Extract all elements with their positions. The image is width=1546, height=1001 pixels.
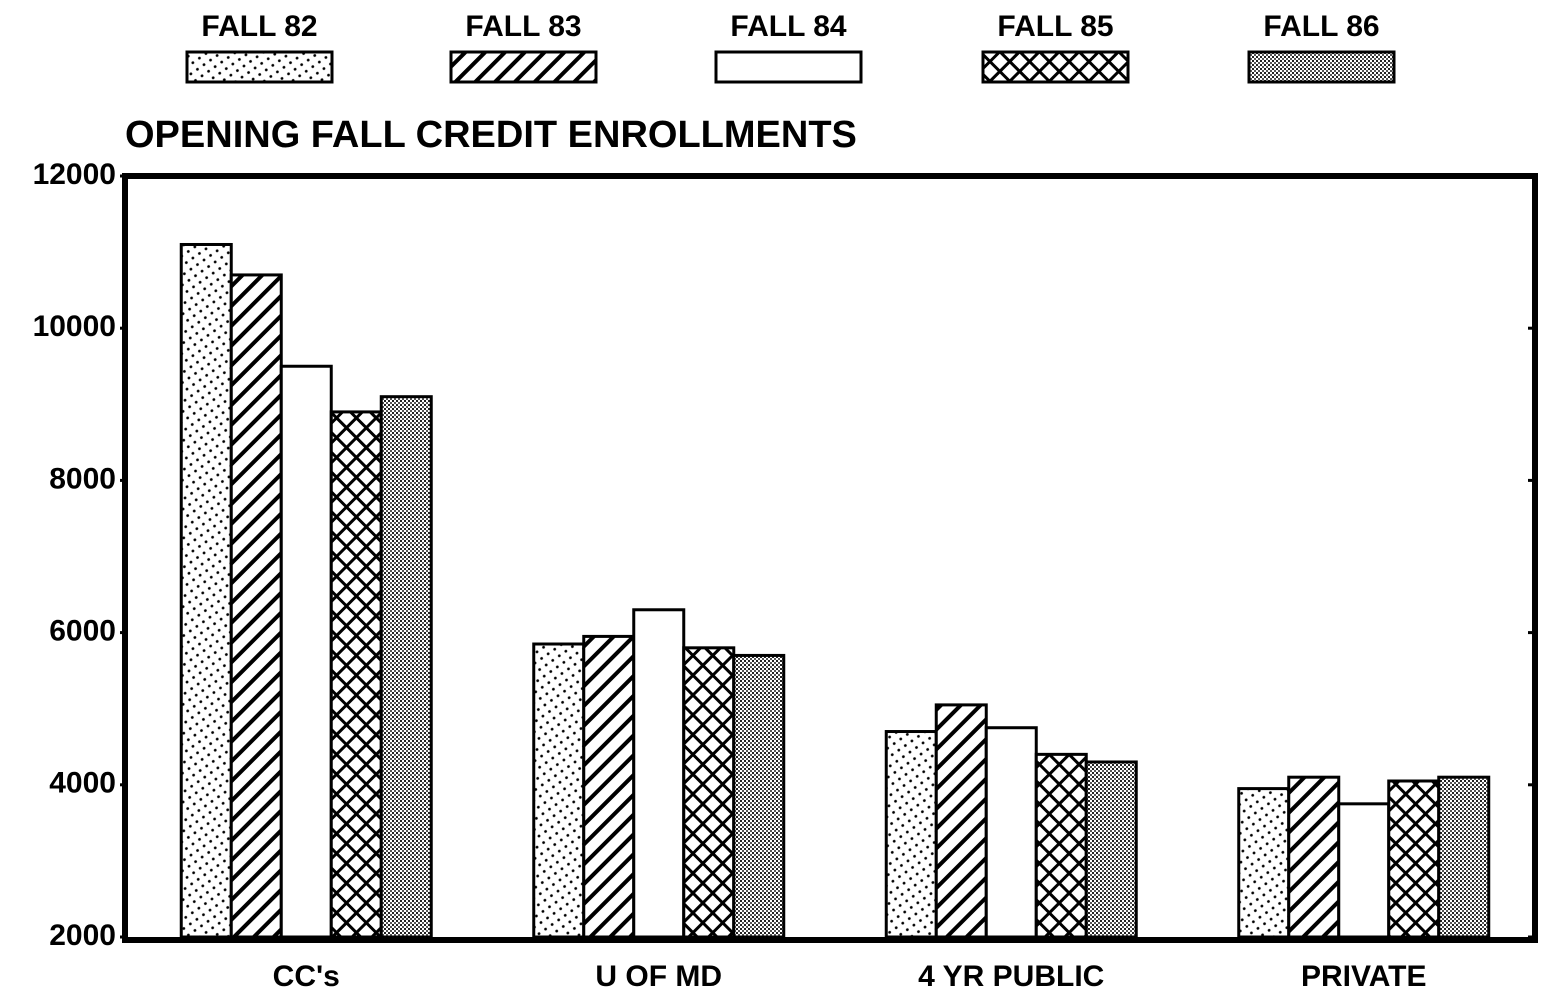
y-tick-label: 2000 — [49, 919, 116, 952]
bar — [1034, 752, 1088, 939]
bar — [1337, 802, 1391, 939]
x-tick-label: U OF MD — [595, 960, 722, 993]
bar — [884, 730, 938, 939]
legend-swatch — [981, 50, 1130, 84]
bar — [1084, 760, 1138, 939]
chart-title: OPENING FALL CREDIT ENROLLMENTS — [125, 114, 857, 156]
bar — [582, 634, 636, 939]
x-tick-label: PRIVATE — [1301, 960, 1427, 993]
bar — [379, 395, 433, 939]
legend-swatch — [185, 50, 334, 84]
x-tick-label: 4 YR PUBLIC — [918, 960, 1104, 993]
y-tick-label: 6000 — [49, 615, 116, 648]
bar — [934, 703, 988, 939]
bar — [179, 242, 233, 939]
y-tick-label: 4000 — [49, 767, 116, 800]
y-tick-label: 10000 — [33, 310, 116, 343]
bar — [229, 273, 283, 939]
legend-label: FALL 85 — [997, 10, 1113, 43]
plot-frame — [122, 173, 1538, 943]
legend-label: FALL 82 — [201, 10, 317, 43]
bar — [682, 646, 736, 939]
legend-swatch — [1247, 50, 1396, 84]
bar — [984, 726, 1038, 939]
y-tick-label: 8000 — [49, 462, 116, 495]
bar — [1237, 787, 1291, 939]
bar — [732, 653, 786, 939]
bar — [329, 410, 383, 939]
bar — [1287, 775, 1341, 939]
bar — [1437, 775, 1491, 939]
legend-label: FALL 86 — [1263, 10, 1379, 43]
x-tick-label: CC's — [273, 960, 340, 993]
bar — [1387, 779, 1441, 939]
bar — [632, 608, 686, 939]
y-tick-label: 12000 — [33, 158, 116, 191]
bar — [279, 364, 333, 939]
legend-swatch — [449, 50, 598, 84]
legend-swatch — [714, 50, 863, 84]
legend-label: FALL 84 — [730, 10, 846, 43]
bar — [532, 642, 586, 939]
legend-label: FALL 83 — [465, 10, 581, 43]
